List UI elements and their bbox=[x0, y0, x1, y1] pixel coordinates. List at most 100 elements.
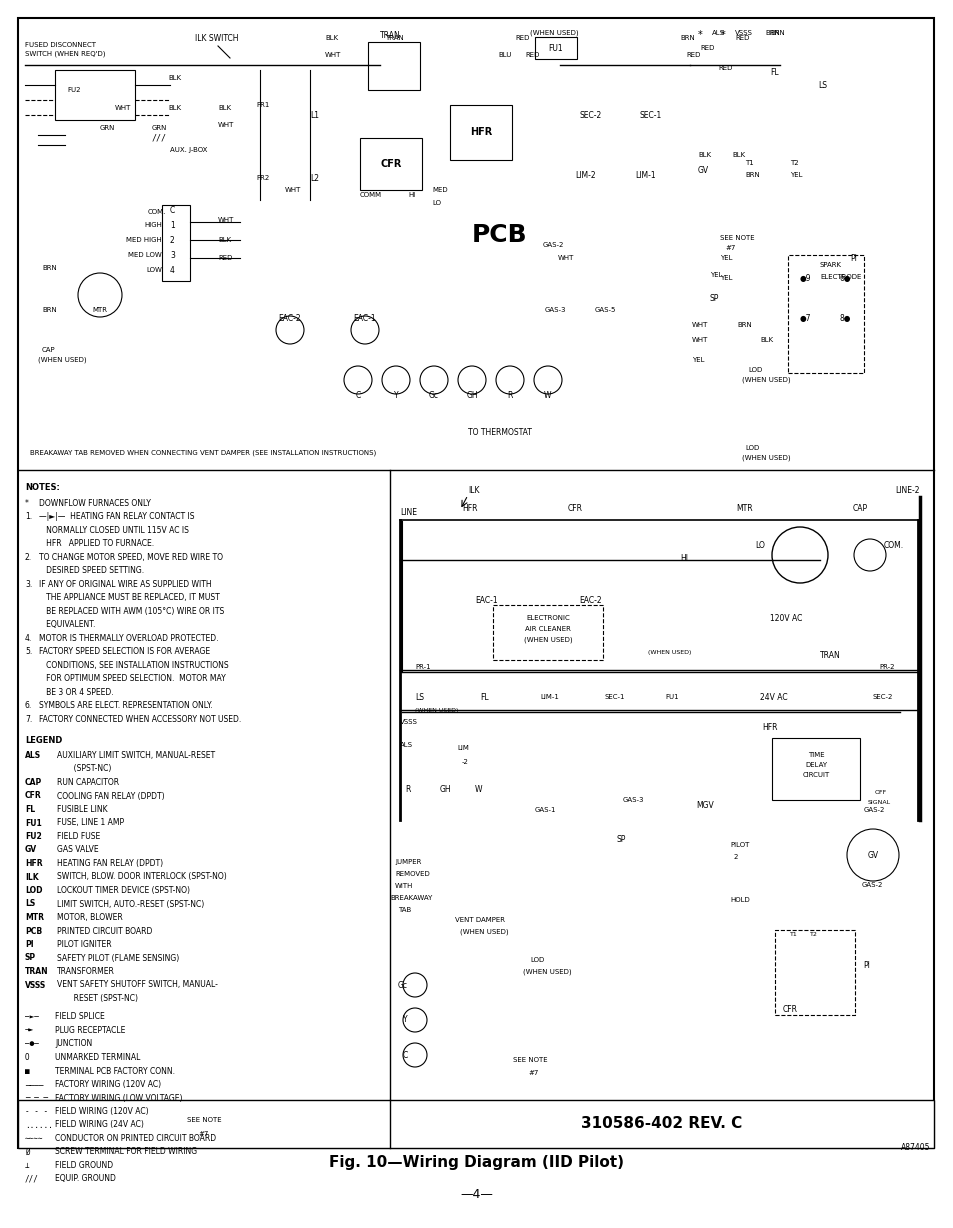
Text: HFR   APPLIED TO FURNACE.: HFR APPLIED TO FURNACE. bbox=[39, 539, 154, 548]
Text: ────: ──── bbox=[25, 1079, 44, 1089]
Text: PILOT: PILOT bbox=[729, 842, 749, 849]
Text: IF ANY OF ORIGINAL WIRE AS SUPPLIED WITH: IF ANY OF ORIGINAL WIRE AS SUPPLIED WITH bbox=[39, 580, 212, 588]
Text: EAC-1: EAC-1 bbox=[476, 596, 497, 604]
Text: LOD: LOD bbox=[747, 367, 761, 373]
Text: SIGNAL: SIGNAL bbox=[867, 801, 890, 806]
Text: GRN: GRN bbox=[100, 125, 115, 131]
Text: COM.: COM. bbox=[148, 209, 166, 215]
Text: HI: HI bbox=[408, 192, 415, 198]
Text: YEL: YEL bbox=[789, 172, 801, 178]
Text: LS: LS bbox=[817, 81, 826, 90]
Text: 5.: 5. bbox=[25, 647, 32, 656]
Text: SEC-2: SEC-2 bbox=[579, 111, 601, 119]
Text: LS: LS bbox=[415, 693, 423, 701]
Text: BRN: BRN bbox=[744, 172, 759, 178]
Text: CIRCUIT: CIRCUIT bbox=[801, 772, 829, 779]
Text: BREAKAWAY TAB REMOVED WHEN CONNECTING VENT DAMPER (SEE INSTALLATION INSTRUCTIONS: BREAKAWAY TAB REMOVED WHEN CONNECTING VE… bbox=[30, 449, 375, 457]
Text: FOR OPTIMUM SPEED SELECTION.  MOTOR MAY: FOR OPTIMUM SPEED SELECTION. MOTOR MAY bbox=[39, 674, 226, 683]
Text: ///: /// bbox=[152, 134, 167, 142]
Text: (SPST-NC): (SPST-NC) bbox=[57, 765, 112, 774]
Text: T2: T2 bbox=[789, 160, 798, 166]
Text: *: * bbox=[697, 29, 701, 41]
Text: (WHEN USED): (WHEN USED) bbox=[459, 928, 508, 936]
Text: FIELD WIRING (24V AC): FIELD WIRING (24V AC) bbox=[55, 1120, 144, 1130]
Text: WHT: WHT bbox=[115, 106, 132, 111]
Text: VSSS: VSSS bbox=[25, 980, 46, 990]
Text: 4: 4 bbox=[170, 265, 174, 275]
Text: LIM-2: LIM-2 bbox=[575, 171, 595, 179]
Text: ∼∼∼∼: ∼∼∼∼ bbox=[25, 1133, 44, 1143]
Text: GV: GV bbox=[25, 846, 37, 855]
Text: RED: RED bbox=[218, 255, 233, 262]
Text: GAS-2: GAS-2 bbox=[862, 807, 884, 813]
Text: JUNCTION: JUNCTION bbox=[55, 1039, 92, 1049]
Text: LOD: LOD bbox=[25, 885, 43, 895]
Text: FUSED DISCONNECT: FUSED DISCONNECT bbox=[25, 42, 96, 48]
Text: L1: L1 bbox=[310, 111, 318, 119]
Text: OFF: OFF bbox=[874, 791, 886, 796]
Text: GAS-3: GAS-3 bbox=[544, 307, 566, 313]
Text: TO THERMOSTAT: TO THERMOSTAT bbox=[468, 427, 532, 436]
Text: →►: →► bbox=[25, 1027, 34, 1035]
Text: CAP: CAP bbox=[42, 348, 55, 352]
Text: 310586-402 REV. C: 310586-402 REV. C bbox=[580, 1116, 741, 1131]
Text: LEGEND: LEGEND bbox=[25, 736, 62, 745]
Text: GV: GV bbox=[866, 851, 878, 860]
Text: ILK: ILK bbox=[468, 485, 479, 495]
Text: EAC-1: EAC-1 bbox=[354, 313, 375, 323]
Text: —●—: —●— bbox=[25, 1039, 39, 1049]
Text: TRANSFORMER: TRANSFORMER bbox=[57, 966, 114, 976]
Text: BRN: BRN bbox=[42, 307, 56, 313]
Bar bbox=[368, 42, 419, 90]
Text: SEE NOTE: SEE NOTE bbox=[720, 235, 754, 241]
Text: COMM: COMM bbox=[359, 192, 382, 198]
Text: AUXILIARY LIMIT SWITCH, MANUAL-RESET: AUXILIARY LIMIT SWITCH, MANUAL-RESET bbox=[57, 752, 214, 760]
Text: YEL: YEL bbox=[720, 275, 732, 281]
Text: GAS-5: GAS-5 bbox=[595, 307, 616, 313]
Text: SEC-1: SEC-1 bbox=[639, 111, 661, 119]
Text: TRAN: TRAN bbox=[25, 966, 49, 976]
Text: W: W bbox=[475, 786, 482, 795]
Text: 3: 3 bbox=[170, 251, 174, 259]
Text: FIELD SPLICE: FIELD SPLICE bbox=[55, 1013, 105, 1022]
Text: FU1: FU1 bbox=[548, 43, 562, 53]
Text: FL: FL bbox=[479, 693, 488, 701]
Text: PI: PI bbox=[862, 960, 869, 969]
Text: YEL: YEL bbox=[709, 271, 721, 278]
Text: DESIRED SPEED SETTING.: DESIRED SPEED SETTING. bbox=[39, 566, 144, 575]
Text: BE REPLACED WITH AWM (105°C) WIRE OR ITS: BE REPLACED WITH AWM (105°C) WIRE OR ITS bbox=[39, 607, 224, 615]
Text: DOWNFLOW FURNACES ONLY: DOWNFLOW FURNACES ONLY bbox=[39, 499, 151, 507]
Text: ILK SWITCH: ILK SWITCH bbox=[194, 33, 238, 43]
Text: LOCKOUT TIMER DEVICE (SPST-NO): LOCKOUT TIMER DEVICE (SPST-NO) bbox=[57, 885, 190, 895]
Text: PR-1: PR-1 bbox=[415, 664, 430, 670]
Text: GAS-3: GAS-3 bbox=[622, 797, 644, 803]
Text: SYMBOLS ARE ELECT. REPRESENTATION ONLY.: SYMBOLS ARE ELECT. REPRESENTATION ONLY. bbox=[39, 701, 213, 710]
Text: PLUG RECEPTACLE: PLUG RECEPTACLE bbox=[55, 1027, 125, 1035]
Text: MOTOR, BLOWER: MOTOR, BLOWER bbox=[57, 912, 123, 922]
Text: ELECTRODE: ELECTRODE bbox=[820, 274, 861, 280]
Text: FU1: FU1 bbox=[25, 819, 42, 828]
Text: *: * bbox=[720, 29, 724, 41]
Text: HFR: HFR bbox=[25, 860, 43, 868]
Text: LIM-1: LIM-1 bbox=[539, 694, 558, 700]
Text: —►—: —►— bbox=[25, 1013, 39, 1022]
Text: TRAN: TRAN bbox=[379, 31, 400, 39]
Text: 120V AC: 120V AC bbox=[769, 614, 801, 623]
Text: SEE NOTE: SEE NOTE bbox=[512, 1057, 547, 1063]
Text: LIM-1: LIM-1 bbox=[635, 171, 655, 179]
Text: HFR: HFR bbox=[761, 723, 777, 732]
Text: REMOVED: REMOVED bbox=[395, 871, 429, 877]
Bar bbox=[493, 605, 602, 659]
Text: CAP: CAP bbox=[852, 503, 866, 512]
Text: VSSS: VSSS bbox=[399, 720, 417, 725]
Text: - - -: - - - bbox=[25, 1106, 48, 1116]
Text: TO CHANGE MOTOR SPEED, MOVE RED WIRE TO: TO CHANGE MOTOR SPEED, MOVE RED WIRE TO bbox=[39, 553, 223, 561]
Text: VENT DAMPER: VENT DAMPER bbox=[455, 917, 504, 923]
Text: BLK: BLK bbox=[698, 152, 710, 158]
Text: Y: Y bbox=[403, 1016, 408, 1024]
Text: BRN: BRN bbox=[769, 29, 784, 36]
Text: GRN: GRN bbox=[152, 125, 167, 131]
Text: ALS: ALS bbox=[711, 29, 724, 36]
Text: WHT: WHT bbox=[218, 122, 234, 128]
Text: GAS-2: GAS-2 bbox=[542, 242, 564, 248]
